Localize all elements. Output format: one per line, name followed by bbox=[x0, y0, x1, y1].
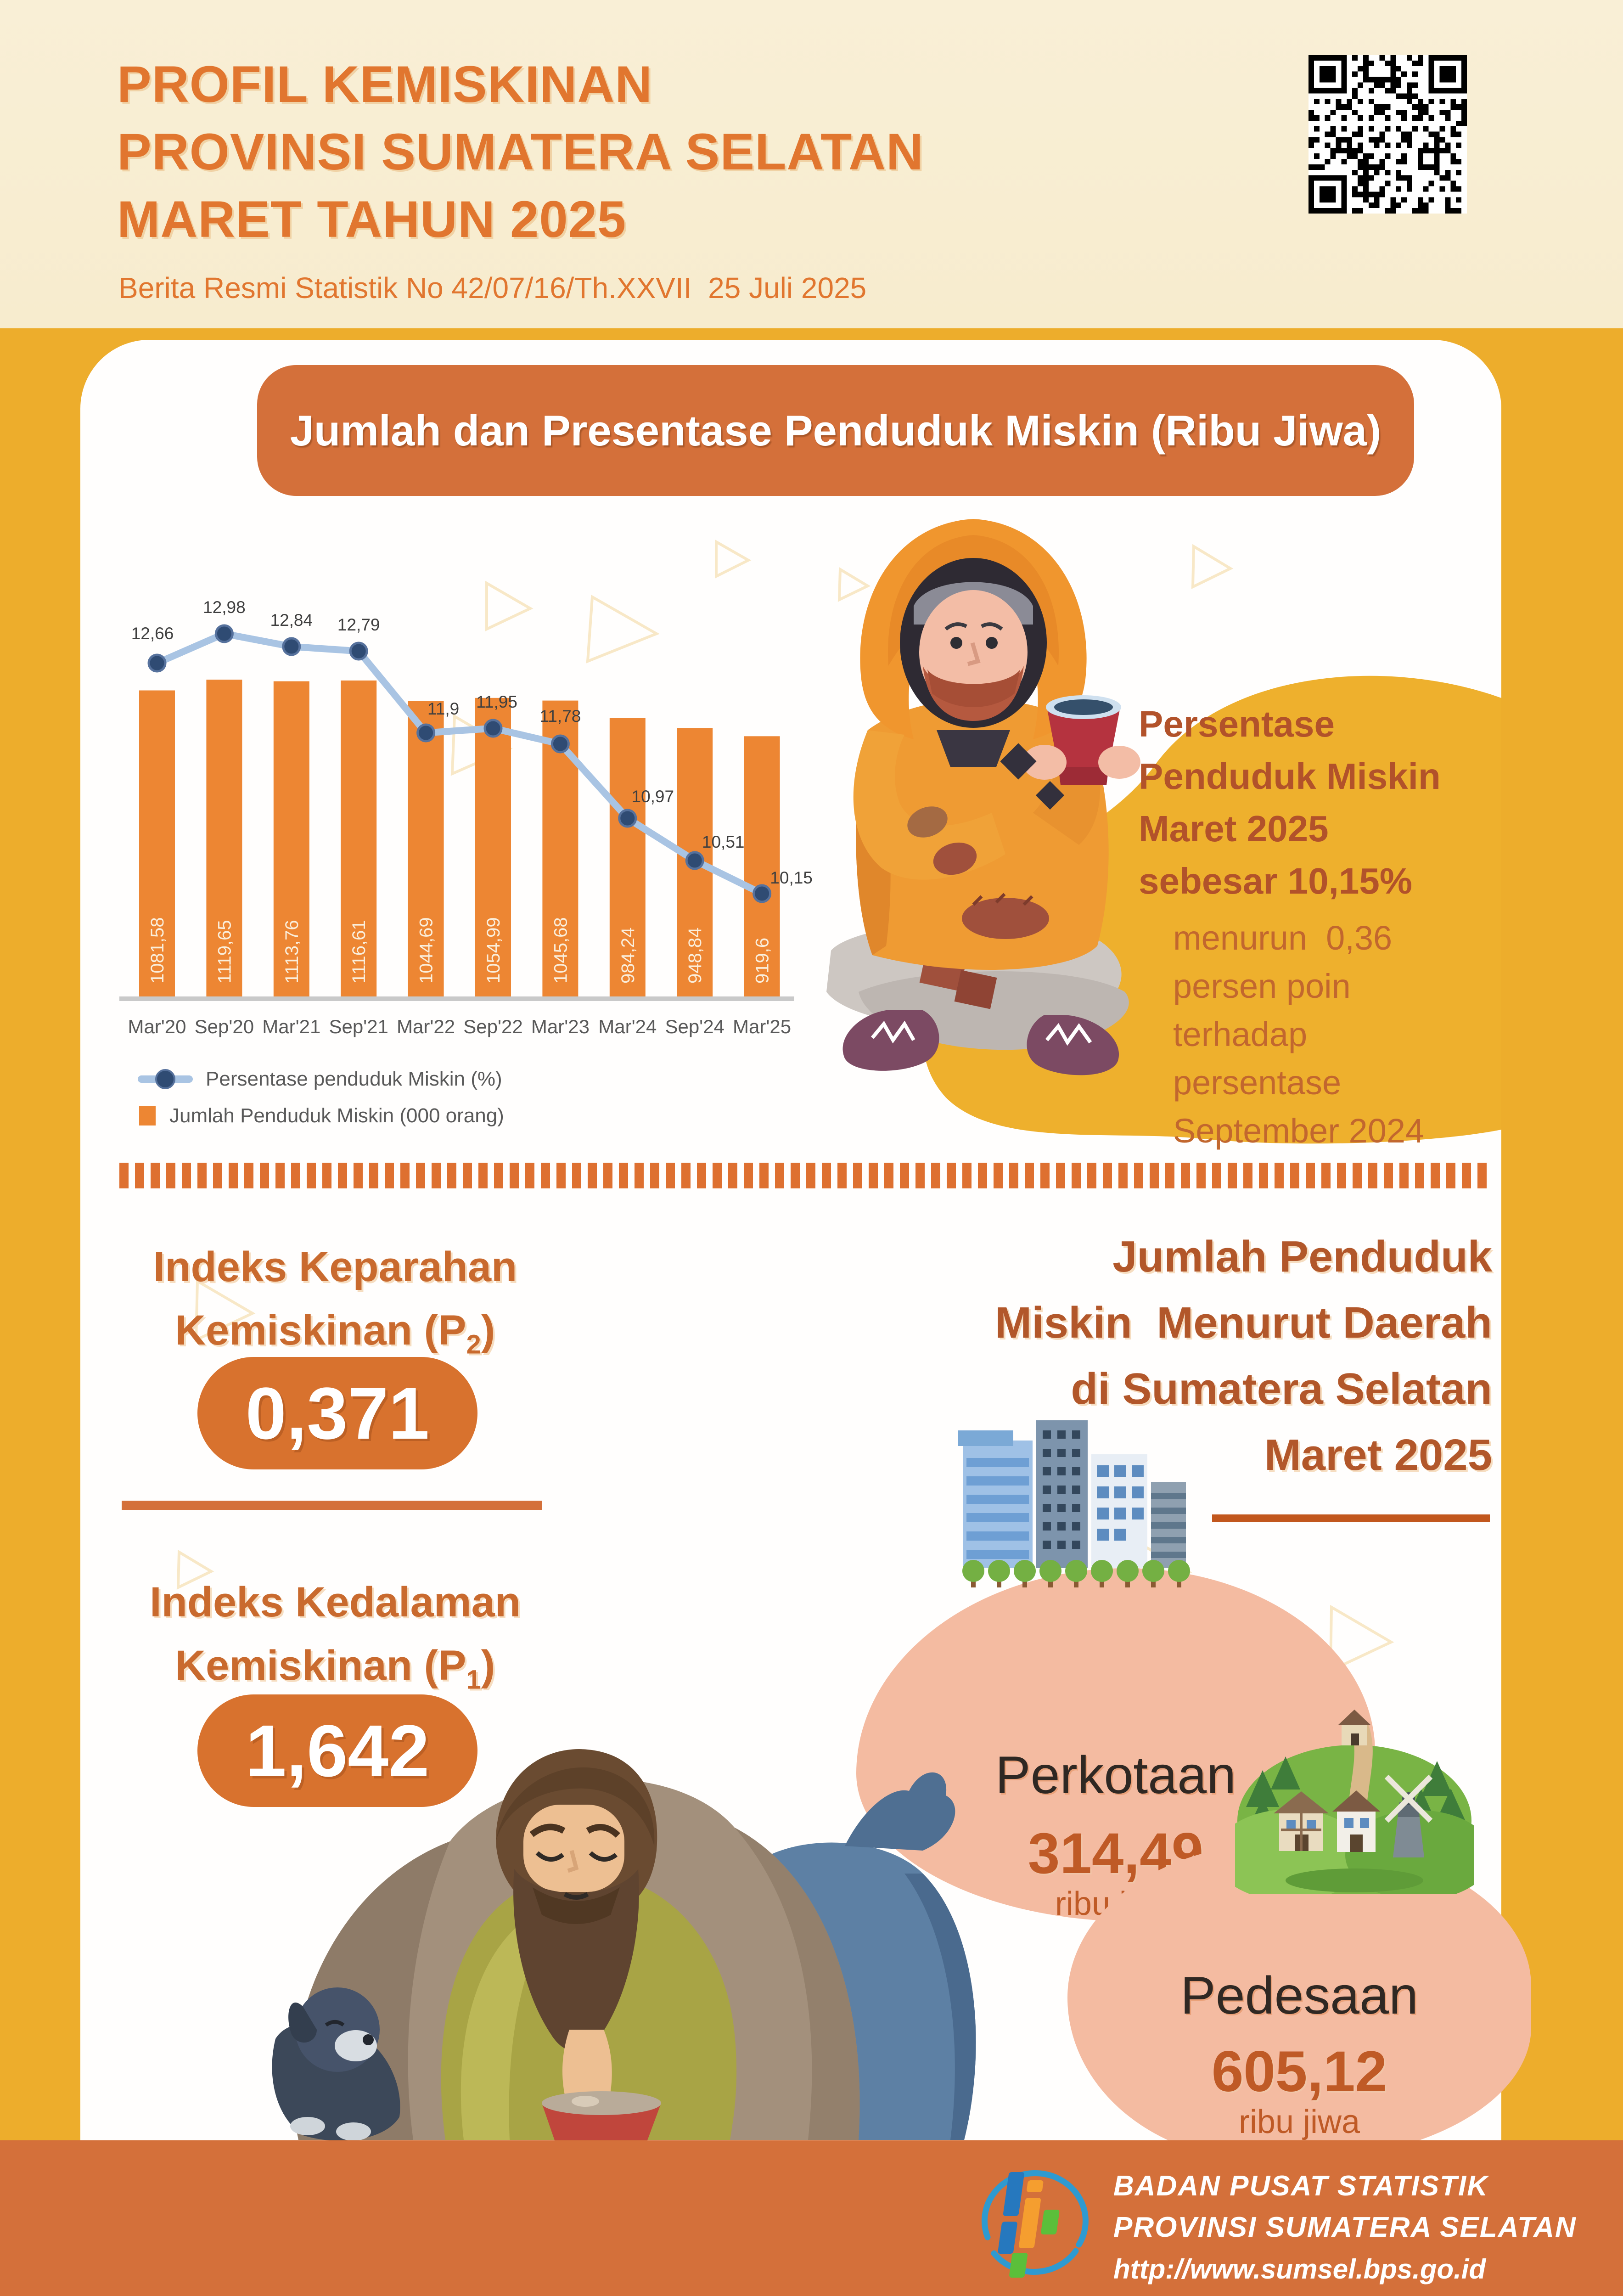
legend-row-line: Persentase penduduk Miskin (%) bbox=[138, 1061, 826, 1097]
footer-org-line1: BADAN PUSAT STATISTIK bbox=[1113, 2170, 1488, 2202]
svg-text:12,79: 12,79 bbox=[337, 615, 380, 634]
rural-blob bbox=[1067, 1844, 1531, 2161]
svg-text:919,6: 919,6 bbox=[753, 938, 773, 984]
highlight-text: Persentase Penduduk Miskin Maret 2025 se… bbox=[1139, 698, 1506, 1155]
line-legend-icon bbox=[138, 1069, 193, 1089]
chart-legend: Persentase penduduk Miskin (%) Jumlah Pe… bbox=[138, 1061, 826, 1134]
svg-text:12,98: 12,98 bbox=[203, 598, 246, 617]
region-section-title: Jumlah Penduduk Miskin Menurut Daerah di… bbox=[995, 1232, 1492, 1480]
beggar-cup-illustration bbox=[776, 491, 1171, 1088]
release-subtitle: Berita Resmi Statistik No 42/07/16/Th.XX… bbox=[118, 271, 867, 304]
depth-index-pill: 1,642 bbox=[197, 1694, 477, 1807]
chart-banner-label: Jumlah dan Presentase Penduduk Miskin (R… bbox=[290, 406, 1382, 455]
title-line-2: PROVINSI SUMATERA SELATAN bbox=[117, 123, 924, 180]
svg-text:10,97: 10,97 bbox=[632, 787, 674, 806]
svg-text:Mar'23: Mar'23 bbox=[531, 1016, 590, 1037]
svg-text:Sep'22: Sep'22 bbox=[463, 1016, 522, 1037]
severity-index-title: Indeks Keparahan Kemiskinan (P2) bbox=[153, 1244, 517, 1360]
page-title: PROFIL KEMISKINAN PROVINSI SUMATERA SELA… bbox=[117, 51, 1242, 253]
village-icon bbox=[1235, 1697, 1474, 1894]
poverty-chart: 1081,58 Mar'20 1119,65 Sep'20 1113,76 Mar'21 1… bbox=[115, 523, 831, 1070]
svg-text:984,24: 984,24 bbox=[618, 928, 638, 984]
svg-text:11,9: 11,9 bbox=[427, 699, 459, 718]
svg-text:Mar'21: Mar'21 bbox=[262, 1016, 320, 1037]
footer-text: BADAN PUSAT STATISTIK PROVINSI SUMATERA … bbox=[1113, 2166, 1618, 2290]
svg-text:948,84: 948,84 bbox=[685, 928, 705, 984]
svg-text:Sep'21: Sep'21 bbox=[329, 1016, 388, 1037]
beggar-blanket-illustration bbox=[248, 1736, 1038, 2140]
legend-bar-label: Jumlah Penduduk Miskin (000 orang) bbox=[169, 1104, 504, 1127]
qr-code bbox=[1309, 55, 1467, 214]
svg-text:1045,68: 1045,68 bbox=[550, 917, 571, 984]
svg-text:1081,58: 1081,58 bbox=[147, 917, 168, 984]
svg-text:Mar'24: Mar'24 bbox=[598, 1016, 657, 1037]
bar-legend-icon bbox=[139, 1106, 156, 1125]
left-divider-line bbox=[122, 1501, 542, 1510]
urban-label: Perkotaan bbox=[995, 1746, 1236, 1805]
highlight-body: menurun 0,36 persen poin terhadap persen… bbox=[1173, 919, 1425, 1150]
highlight-heading: Persentase Penduduk Miskin Maret 2025 se… bbox=[1139, 703, 1441, 901]
severity-index-value: 0,371 bbox=[245, 1372, 430, 1454]
svg-text:1119,65: 1119,65 bbox=[214, 920, 235, 984]
footer-url: http://www.sumsel.bps.go.id bbox=[1113, 2254, 1486, 2285]
rural-label: Pedesaan bbox=[1180, 1966, 1418, 2025]
svg-text:Mar'22: Mar'22 bbox=[397, 1016, 455, 1037]
depth-index-title: Indeks Kedalaman Kemiskinan (P1) bbox=[150, 1579, 521, 1695]
city-buildings-icon bbox=[953, 1412, 1196, 1591]
rural-unit: ribu jiwa bbox=[1238, 2104, 1360, 2140]
svg-text:10,51: 10,51 bbox=[702, 833, 745, 851]
svg-text:12,66: 12,66 bbox=[131, 624, 174, 643]
dotted-divider bbox=[119, 1163, 1490, 1188]
legend-row-bar: Jumlah Penduduk Miskin (000 orang) bbox=[138, 1097, 826, 1134]
rural-value: 605,12 bbox=[1211, 2040, 1387, 2104]
title-line-3: MARET TAHUN 2025 bbox=[117, 191, 627, 248]
chart-banner: Jumlah dan Presentase Penduduk Miskin (R… bbox=[257, 365, 1414, 496]
title-line-1: PROFIL KEMISKINAN bbox=[117, 56, 653, 113]
svg-text:11,95: 11,95 bbox=[476, 692, 517, 711]
bps-logo-icon bbox=[971, 2155, 1095, 2279]
footer-band bbox=[0, 2140, 1623, 2296]
svg-text:10,15: 10,15 bbox=[770, 868, 813, 887]
svg-text:1113,76: 1113,76 bbox=[282, 920, 302, 984]
depth-index-value: 1,642 bbox=[245, 1709, 430, 1792]
svg-text:1054,99: 1054,99 bbox=[483, 917, 504, 984]
footer-org-line2: PROVINSI SUMATERA SELATAN bbox=[1113, 2212, 1577, 2243]
svg-text:Sep'24: Sep'24 bbox=[665, 1016, 724, 1037]
legend-line-label: Persentase penduduk Miskin (%) bbox=[206, 1068, 502, 1090]
svg-text:1116,61: 1116,61 bbox=[349, 920, 369, 984]
svg-text:1044,69: 1044,69 bbox=[416, 917, 437, 984]
region-divider-line bbox=[1212, 1514, 1490, 1522]
severity-index-pill: 0,371 bbox=[197, 1357, 477, 1469]
svg-text:11,78: 11,78 bbox=[539, 707, 581, 726]
svg-text:12,84: 12,84 bbox=[270, 611, 313, 630]
svg-text:Mar'25: Mar'25 bbox=[733, 1016, 791, 1037]
svg-text:Mar'20: Mar'20 bbox=[128, 1016, 186, 1037]
svg-text:Sep'20: Sep'20 bbox=[195, 1016, 254, 1037]
